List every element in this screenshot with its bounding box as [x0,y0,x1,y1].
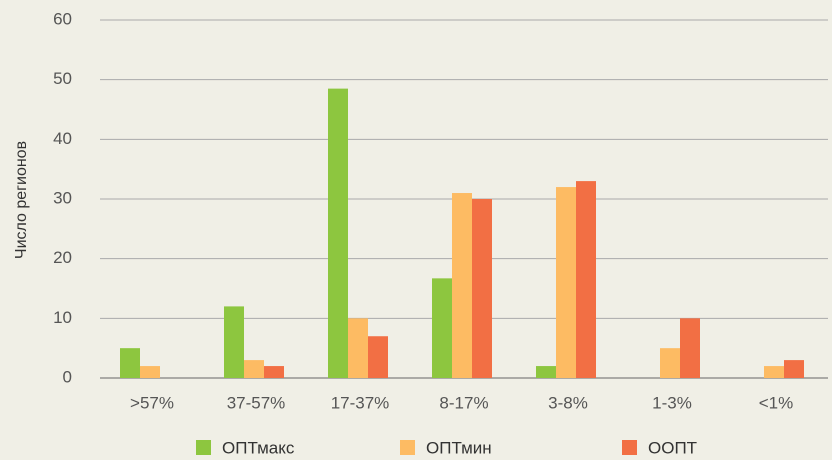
x-tick-label: 37-57% [227,393,286,412]
x-tick-label: 1-3% [652,393,692,412]
bar [264,366,284,378]
bar [368,336,388,378]
x-tick-label: 17-37% [331,393,390,412]
y-tick-label: 60 [53,9,72,28]
y-tick-label: 30 [53,188,72,207]
bar [536,366,556,378]
bar [348,318,368,378]
legend-label: ОПТмакс [222,438,295,457]
x-tick-label: <1% [759,393,794,412]
bar [660,348,680,378]
legend-swatch [400,440,415,455]
bar [140,366,160,378]
x-tick-label: 8-17% [439,393,488,412]
y-tick-label: 10 [53,308,72,327]
y-axis-label: Число регионов [13,141,30,259]
y-tick-label: 50 [53,69,72,88]
bar [432,278,452,378]
y-tick-label: 20 [53,248,72,267]
y-tick-label: 0 [63,367,72,386]
y-tick-label: 40 [53,129,72,148]
bar [244,360,264,378]
bar [556,187,576,378]
legend-swatch [196,440,211,455]
bar [784,360,804,378]
bar [452,193,472,378]
bar [764,366,784,378]
bar [680,318,700,378]
bar [472,199,492,378]
bar [224,306,244,378]
bar [328,88,348,378]
legend-label: ООПТ [648,438,697,457]
bar [120,348,140,378]
legend-swatch [622,440,637,455]
x-tick-label: >57% [130,393,174,412]
x-tick-label: 3-8% [548,393,588,412]
legend-label: ОПТмин [426,438,492,457]
bar [576,181,596,378]
